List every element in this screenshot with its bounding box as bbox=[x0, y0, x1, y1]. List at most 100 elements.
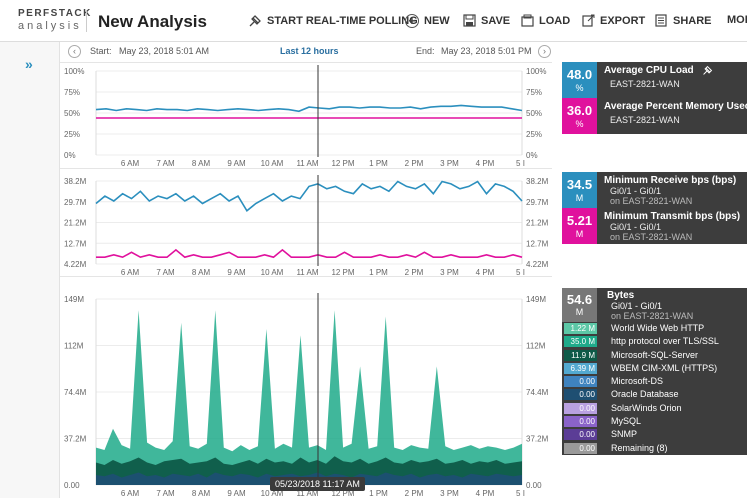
y-tick-label-left: 12.7M bbox=[64, 239, 87, 248]
y-tick-label-right: 0% bbox=[526, 151, 538, 160]
next-range-icon[interactable]: › bbox=[538, 45, 551, 58]
start-polling-label: START REAL-TIME POLLING bbox=[267, 15, 418, 27]
new-label: NEW bbox=[424, 15, 450, 27]
end-label: End: bbox=[416, 46, 435, 56]
bytes-item-value: 0.00 bbox=[564, 389, 597, 401]
y-tick-label-right: 38.2M bbox=[526, 177, 549, 186]
x-tick-label: 11 AM bbox=[296, 268, 318, 277]
y-tick-label-right: 0.00 bbox=[526, 481, 542, 490]
bytes-item-row[interactable]: 11.9 M Microsoft-SQL-Server bbox=[562, 349, 747, 362]
bytes-item-row[interactable]: 35.0 M http protocol over TLS/SSL bbox=[562, 335, 747, 348]
expand-panel-icon[interactable]: » bbox=[25, 56, 33, 72]
y-tick-label-right: 100% bbox=[526, 67, 546, 76]
share-label: SHARE bbox=[673, 15, 712, 27]
bytes-item-label: Oracle Database bbox=[611, 389, 679, 400]
start-label: Start: bbox=[90, 46, 112, 56]
save-icon bbox=[462, 14, 476, 28]
bytes-item-label: http protocol over TLS/SSL bbox=[611, 336, 719, 347]
memory-unit: % bbox=[575, 119, 584, 129]
bytes-item-value: 0.00 bbox=[564, 429, 597, 441]
memory-value-box: 36.0 % bbox=[562, 98, 597, 134]
more-button[interactable]: MOR bbox=[727, 14, 747, 26]
x-tick-label: 6 AM bbox=[121, 268, 140, 277]
bytes-panel: 149M 149M 112M 112M 74.4M 74.4M 37.2M 37.2M 0.00… bbox=[60, 276, 552, 498]
x-tick-label: 10 AM bbox=[261, 159, 284, 168]
save-button[interactable]: SAVE bbox=[462, 14, 510, 28]
legend-bytes[interactable]: 54.6 M Bytes Gi0/1 - Gi0/1 on EAST-2821-… bbox=[562, 288, 747, 322]
legend-cpu[interactable]: 48.0 % Average CPU Load EAST-2821-WAN bbox=[562, 62, 747, 98]
bytes-value-box: 54.6 M bbox=[562, 288, 597, 322]
time-range-selector[interactable]: Last 12 hours bbox=[280, 46, 339, 56]
cpu-memory-panel: 100% 100% 75% 75% 50% 50% 25% 25% 0% 0% 6 AM 7 AM 8 … bbox=[60, 62, 552, 168]
x-tick-label: 9 AM bbox=[227, 268, 246, 277]
x-tick-label: 11 AM bbox=[296, 159, 318, 168]
start-polling-button[interactable]: START REAL-TIME POLLING bbox=[248, 14, 418, 28]
x-tick-label: 6 AM bbox=[121, 489, 140, 498]
x-tick-label: 3 PM bbox=[440, 489, 459, 498]
x-tick-label: 2 PM bbox=[405, 159, 424, 168]
start-value: May 23, 2018 5:01 AM bbox=[119, 46, 210, 56]
bytes-item-row[interactable]: 0.00 Remaining (8) bbox=[562, 442, 747, 455]
x-tick-label: 3 PM bbox=[440, 268, 459, 277]
legend-receive[interactable]: 34.5 M Minimum Receive bps (bps) Gi0/1 -… bbox=[562, 172, 747, 208]
end-value: May 23, 2018 5:01 PM bbox=[441, 46, 532, 56]
legend-memory[interactable]: 36.0 % Average Percent Memory Usec EAST-… bbox=[562, 98, 747, 134]
line-series-0 bbox=[95, 180, 523, 213]
y-tick-label-right: 21.2M bbox=[526, 219, 549, 228]
bytes-item-row[interactable]: 6.39 M WBEM CIM-XML (HTTPS) bbox=[562, 362, 747, 375]
cpu-value: 48.0 bbox=[566, 67, 593, 82]
cpu-unit: % bbox=[575, 83, 584, 93]
bytes-item-value: 0.00 bbox=[564, 376, 597, 388]
cpu-memory-chart[interactable]: 100% 100% 75% 75% 50% 50% 25% 25% 0% 0% 6 AM 7 AM 8 … bbox=[60, 63, 552, 169]
bytes-item-row[interactable]: 1.22 M World Wide Web HTTP bbox=[562, 322, 747, 335]
receive-interface: Gi0/1 - Gi0/1 bbox=[610, 186, 662, 196]
bytes-item-row[interactable]: 0.00 SNMP bbox=[562, 428, 747, 441]
share-button[interactable]: SHARE bbox=[654, 14, 712, 28]
new-button[interactable]: + NEW bbox=[405, 14, 450, 28]
y-tick-label-left: 74.4M bbox=[64, 388, 87, 397]
satellite-icon bbox=[702, 65, 713, 79]
cpu-node: EAST-2821-WAN bbox=[610, 79, 680, 89]
x-tick-label: 3 PM bbox=[440, 159, 459, 168]
transmit-interface: Gi0/1 - Gi0/1 bbox=[610, 222, 662, 232]
y-tick-label-left: 75% bbox=[64, 88, 80, 97]
x-tick-label: 1 PM bbox=[369, 489, 388, 498]
memory-node: EAST-2821-WAN bbox=[610, 115, 680, 125]
perfstack-logo: PERFSTACK analysis bbox=[18, 9, 92, 32]
bytes-item-row[interactable]: 0.00 SolarWinds Orion bbox=[562, 402, 747, 415]
x-tick-label: 1 PM bbox=[369, 268, 388, 277]
y-tick-label-right: 74.4M bbox=[526, 388, 549, 397]
previous-range-icon[interactable]: ‹ bbox=[68, 45, 81, 58]
bytes-item-value: 0.00 bbox=[564, 402, 597, 414]
bps-chart[interactable]: 38.2M 38.2M 29.7M 29.7M 21.2M 21.2M 12.7M 12.7M… bbox=[60, 169, 552, 277]
memory-name: Average Percent Memory Usec bbox=[604, 101, 747, 112]
bytes-chart[interactable]: 149M 149M 112M 112M 74.4M 74.4M 37.2M 37.2M 0.00… bbox=[60, 277, 552, 498]
line-series-1 bbox=[96, 248, 523, 259]
bytes-item-row[interactable]: 0.00 Microsoft-DS bbox=[562, 375, 747, 388]
x-tick-label: 12 PM bbox=[331, 268, 354, 277]
x-tick-label: 8 AM bbox=[192, 489, 211, 498]
x-tick-label: 11 AM bbox=[296, 489, 318, 498]
export-button[interactable]: EXPORT bbox=[581, 14, 645, 28]
x-tick-label: 6 AM bbox=[121, 159, 140, 168]
y-tick-label-right: 50% bbox=[526, 109, 542, 118]
page-title: New Analysis bbox=[98, 12, 207, 31]
y-tick-label-right: 12.7M bbox=[526, 239, 549, 248]
save-label: SAVE bbox=[481, 15, 511, 27]
transmit-value: 5.21 bbox=[566, 213, 593, 228]
x-tick-label: 8 AM bbox=[192, 268, 211, 277]
bytes-item-row[interactable]: 0.00 Oracle Database bbox=[562, 388, 747, 401]
bytes-item-row[interactable]: 0.00 MySQL bbox=[562, 415, 747, 428]
load-button[interactable]: LOAD bbox=[520, 14, 570, 28]
left-rail: » bbox=[0, 42, 60, 498]
bytes-item-value: 11.9 M bbox=[564, 349, 597, 361]
bytes-unit: M bbox=[575, 307, 584, 317]
legend-transmit[interactable]: 5.21 M Minimum Transmit bps (bps) Gi0/1 … bbox=[562, 208, 747, 244]
bytes-item-value: 0.00 bbox=[564, 442, 597, 454]
logo-divider bbox=[86, 10, 87, 32]
y-tick-label-right: 25% bbox=[526, 130, 542, 139]
logo-top-text: PERFSTACK bbox=[18, 8, 92, 19]
export-icon bbox=[581, 14, 595, 28]
y-tick-label-right: 75% bbox=[526, 88, 542, 97]
transmit-node: on EAST-2821-WAN bbox=[610, 232, 693, 242]
